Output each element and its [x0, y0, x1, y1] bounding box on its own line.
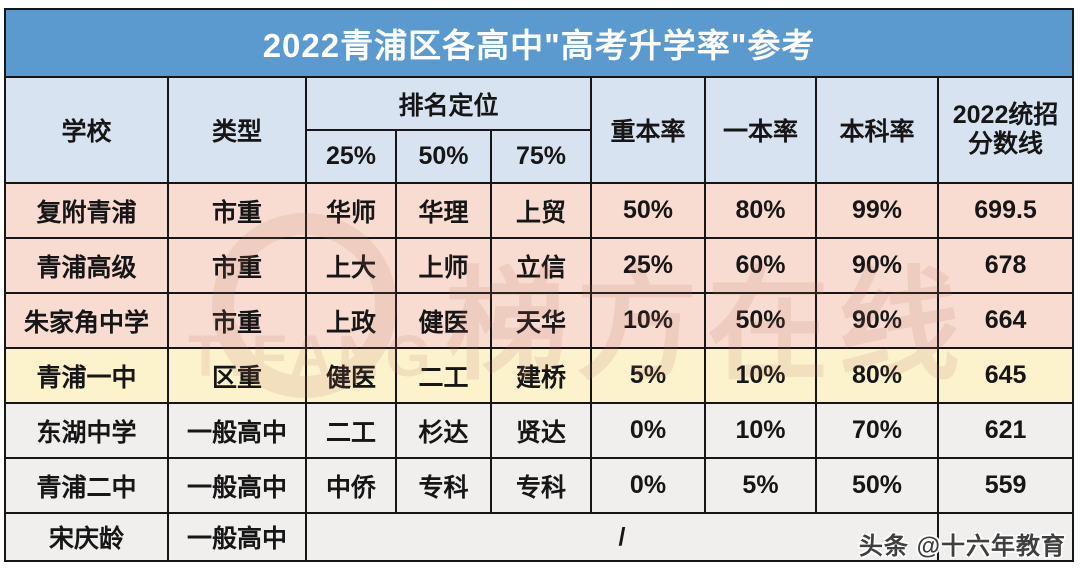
cell-key-rate: 50% — [590, 182, 706, 239]
cell-q25: 华师 — [305, 182, 397, 239]
header-score-line-1: 2022统招 — [952, 101, 1059, 129]
cell-q50: 杉达 — [395, 402, 492, 459]
header-key-rate: 重本率 — [590, 76, 706, 184]
cell-first-rate: 80% — [704, 182, 817, 239]
cell-type: 市重 — [167, 237, 307, 294]
table-row: 青浦二中 一般高中 中侨 专科 专科 0% 5% 50% 559 — [4, 457, 1075, 514]
cell-key-rate: 10% — [590, 292, 706, 349]
cell-school: 朱家角中学 — [4, 292, 169, 349]
cell-first-rate: 5% — [704, 457, 817, 514]
cell-score-empty — [936, 512, 1075, 562]
table-row: 青浦高级 市重 上大 上师 立信 25% 60% 90% 678 — [4, 237, 1075, 294]
cell-key-rate: 0% — [590, 457, 706, 514]
table-row: 复附青浦 市重 华师 华理 上贸 50% 80% 99% 699.5 — [4, 182, 1075, 239]
header-row-top: 学校 类型 排名定位 重本率 一本率 本科率 2022统招 分数线 — [4, 76, 1075, 184]
cell-score: 664 — [936, 292, 1075, 349]
cell-q50: 健医 — [395, 292, 492, 349]
header-q25: 25% — [305, 129, 397, 184]
page-title: 2022青浦区各高中"高考升学率"参考 — [3, 8, 1075, 78]
cell-q50: 上师 — [395, 237, 492, 294]
cell-score: 678 — [936, 237, 1075, 294]
cell-school: 青浦二中 — [4, 457, 169, 514]
header-q75: 75% — [490, 129, 592, 184]
cell-bachelor-rate: 90% — [815, 292, 939, 349]
cell-key-rate: 0% — [590, 402, 706, 459]
cell-q75: 贤达 — [490, 402, 592, 459]
table-row: 东湖中学 一般高中 二工 杉达 贤达 0% 10% 70% 621 — [4, 402, 1075, 459]
cell-q75: 立信 — [490, 237, 592, 294]
header-q50: 50% — [395, 129, 492, 184]
admission-rate-table: 2022青浦区各高中"高考升学率"参考 学校 类型 排名定位 重本率 一本率 本… — [3, 8, 1075, 562]
title-row: 2022青浦区各高中"高考升学率"参考 — [3, 8, 1075, 78]
header-ranking-group: 排名定位 — [305, 76, 592, 131]
table-row: 宋庆龄 一般高中 / — [4, 512, 1075, 562]
cell-first-rate: 50% — [704, 292, 817, 349]
cell-q25: 上政 — [305, 292, 397, 349]
header-score-line-2: 分数线 — [968, 130, 1044, 158]
cell-key-rate: 25% — [590, 237, 706, 294]
cell-bachelor-rate: 80% — [815, 347, 939, 404]
cell-school: 东湖中学 — [4, 402, 169, 459]
cell-type: 区重 — [167, 347, 307, 404]
cell-bachelor-rate: 90% — [815, 237, 939, 294]
cell-q75: 上贸 — [490, 182, 592, 239]
cell-first-rate: 10% — [704, 347, 817, 404]
cell-score: 559 — [936, 457, 1075, 514]
cell-first-rate: 60% — [704, 237, 817, 294]
cell-school: 宋庆龄 — [4, 512, 169, 562]
header-row-quartiles: 25% 50% 75% — [5, 129, 1073, 184]
cell-q25: 上大 — [305, 237, 397, 294]
admission-rate-sheet: 2022青浦区各高中"高考升学率"参考 学校 类型 排名定位 重本率 一本率 本… — [3, 8, 1075, 562]
header-score-line: 2022统招 分数线 — [936, 76, 1075, 184]
cell-score: 621 — [936, 402, 1075, 459]
table-row: 朱家角中学 市重 上政 健医 天华 10% 50% 90% 664 — [4, 292, 1075, 349]
cell-q50: 专科 — [395, 457, 492, 514]
cell-school: 青浦高级 — [4, 237, 169, 294]
cell-bachelor-rate: 50% — [815, 457, 939, 514]
cell-school: 复附青浦 — [4, 182, 169, 239]
table-row: 青浦一中 区重 健医 二工 建桥 5% 10% 80% 645 — [4, 347, 1075, 404]
cell-score: 699.5 — [936, 182, 1075, 239]
cell-type: 一般高中 — [167, 457, 307, 514]
cell-score: 645 — [936, 347, 1075, 404]
header-first-tier-rate: 一本率 — [704, 76, 817, 184]
cell-q25: 中侨 — [305, 457, 397, 514]
cell-type: 一般高中 — [167, 402, 307, 459]
cell-q75: 专科 — [490, 457, 592, 514]
cell-first-rate: 10% — [704, 402, 817, 459]
header-school: 学校 — [4, 76, 169, 184]
credit-stamp: 头条 @十六年教育 — [858, 533, 1066, 560]
header-type: 类型 — [167, 76, 307, 184]
cell-q50: 二工 — [395, 347, 492, 404]
cell-q75: 建桥 — [490, 347, 592, 404]
cell-type: 市重 — [167, 182, 307, 239]
cell-q50: 华理 — [395, 182, 492, 239]
cell-q75: 天华 — [490, 292, 592, 349]
cell-bachelor-rate: 99% — [815, 182, 939, 239]
header-bachelor-rate: 本科率 — [815, 76, 939, 184]
cell-type: 市重 — [167, 292, 307, 349]
cell-school: 青浦一中 — [4, 347, 169, 404]
cell-q25: 健医 — [305, 347, 397, 404]
cell-bachelor-rate: 70% — [815, 402, 939, 459]
cell-q25: 二工 — [305, 402, 397, 459]
cell-merged-na: / — [305, 512, 939, 562]
cell-key-rate: 5% — [590, 347, 706, 404]
cell-type: 一般高中 — [167, 512, 307, 562]
